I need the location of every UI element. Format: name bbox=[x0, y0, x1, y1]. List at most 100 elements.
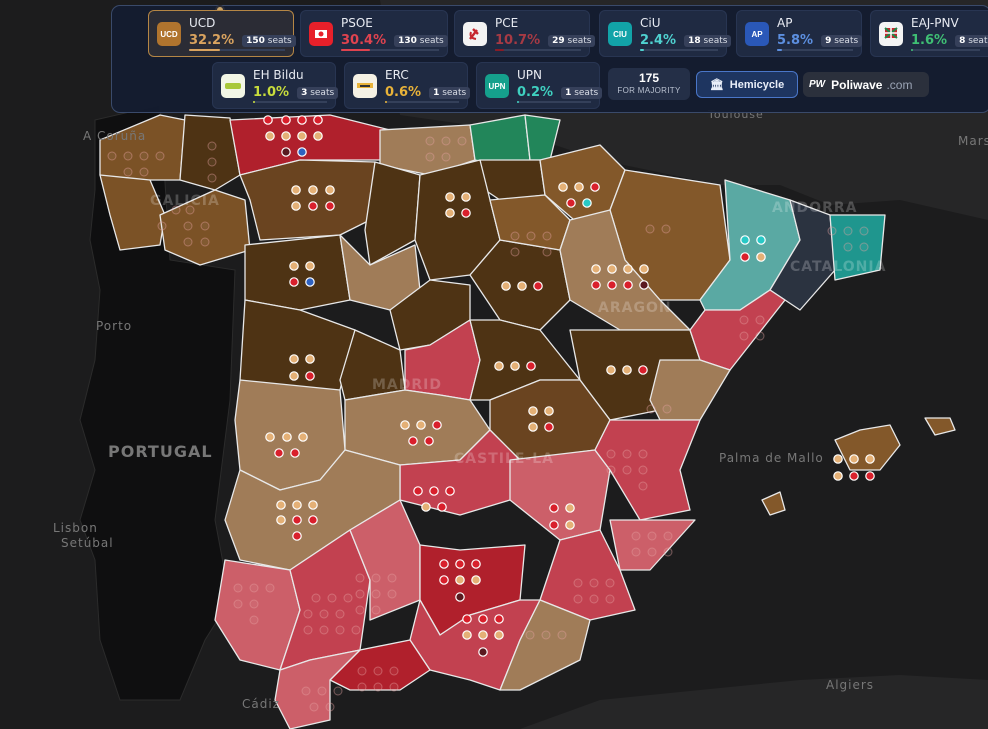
party-chip-upn[interactable]: UPN UPN 0.2% 1 seats bbox=[476, 62, 603, 109]
party-seats-badge: 1 seats bbox=[561, 86, 603, 99]
party-percent: 0.6% bbox=[385, 85, 422, 100]
seat-dot bbox=[289, 261, 299, 271]
province-pontevedra[interactable] bbox=[99, 174, 166, 251]
province-cadiz[interactable] bbox=[274, 649, 361, 729]
seat-dot bbox=[276, 500, 286, 510]
party-chip-ciu[interactable]: CIU CiU 2.4% 18 seats bbox=[599, 10, 732, 57]
seat-dot-faint bbox=[441, 152, 451, 162]
party-percent: 2.4% bbox=[640, 33, 677, 48]
seat-dot bbox=[528, 406, 538, 416]
seat-dot-faint bbox=[249, 599, 259, 609]
party-name: ERC bbox=[385, 68, 409, 82]
majority-label: FOR MAJORITY bbox=[617, 86, 681, 95]
vote-share-bar bbox=[253, 101, 255, 103]
label-setubal: Setúbal bbox=[61, 536, 114, 550]
province-valencia[interactable] bbox=[594, 419, 701, 521]
seat-dot bbox=[740, 235, 750, 245]
label-cadiz: Cádiz bbox=[242, 697, 280, 711]
label-galicia: GALICIA bbox=[150, 193, 220, 209]
ap-logo-text: AP bbox=[751, 29, 763, 39]
seat-dot-faint bbox=[355, 573, 365, 583]
province-girona[interactable] bbox=[829, 214, 886, 281]
seat-dot bbox=[413, 486, 423, 496]
seat-dot-faint bbox=[589, 594, 599, 604]
seat-dot-faint bbox=[859, 242, 869, 252]
vote-share-bar bbox=[640, 49, 644, 51]
label-a-coruna: A Coruña bbox=[83, 129, 146, 143]
seat-dot-faint bbox=[573, 594, 583, 604]
party-chip-eaj-pnv[interactable]: EAJ-PNV 1.6% 8 seats bbox=[870, 10, 988, 57]
seat-dot bbox=[478, 647, 488, 657]
seat-dot-faint bbox=[233, 583, 243, 593]
poliwave-link[interactable]: PW Poliwave .com bbox=[803, 72, 929, 97]
seat-dot-faint bbox=[541, 630, 551, 640]
vote-share-track bbox=[911, 49, 980, 51]
seat-dot bbox=[282, 432, 292, 442]
seat-dot-faint bbox=[425, 136, 435, 146]
seat-dot-faint bbox=[645, 224, 655, 234]
seat-dot bbox=[544, 422, 554, 432]
seat-dot-faint bbox=[373, 682, 383, 692]
seat-dot-faint bbox=[183, 237, 193, 247]
province-palencia[interactable] bbox=[364, 161, 421, 266]
seat-dot bbox=[292, 500, 302, 510]
seat-dot bbox=[308, 515, 318, 525]
seat-dot bbox=[445, 486, 455, 496]
province-tarragona[interactable] bbox=[689, 289, 786, 371]
seat-dot bbox=[455, 592, 465, 602]
seat-dot bbox=[591, 264, 601, 274]
seat-dot-faint bbox=[605, 594, 615, 604]
ciu-logo-icon: CIU bbox=[608, 22, 632, 46]
party-chip-eh-bildu[interactable]: EH Bildu 1.0% 3 seats bbox=[212, 62, 339, 109]
province-baleares-menorca[interactable] bbox=[924, 417, 956, 436]
party-name: CiU bbox=[640, 16, 661, 30]
hemicycle-button[interactable]: 🏛 Hemicycle bbox=[696, 71, 798, 98]
seat-dot-faint bbox=[303, 609, 313, 619]
party-seats-badge: 1 seats bbox=[429, 86, 471, 99]
province-leon[interactable] bbox=[239, 159, 376, 241]
party-chip-ucd[interactable]: UCD UCD 32.2% 150 seats bbox=[148, 10, 296, 57]
seat-dot-faint bbox=[303, 625, 313, 635]
seat-dot-faint bbox=[631, 531, 641, 541]
seat-dot-faint bbox=[355, 589, 365, 599]
label-lisbon: Lisbon bbox=[53, 521, 98, 535]
africa-region bbox=[520, 675, 988, 729]
seat-dot-faint bbox=[207, 141, 217, 151]
party-chip-pce[interactable]: PCE 10.7% 29 seats bbox=[454, 10, 596, 57]
seat-dot bbox=[291, 201, 301, 211]
party-chip-erc[interactable]: ERC 0.6% 1 seats bbox=[344, 62, 471, 109]
seat-dot-faint bbox=[207, 157, 217, 167]
seat-dot bbox=[445, 208, 455, 218]
party-name: EAJ-PNV bbox=[911, 16, 959, 30]
seat-count: 18 bbox=[688, 35, 701, 46]
seat-count: 8 bbox=[959, 35, 966, 46]
seat-word: seats bbox=[968, 35, 988, 46]
province-almeria[interactable] bbox=[499, 599, 591, 691]
province-alicante[interactable] bbox=[609, 519, 696, 571]
seat-dot bbox=[416, 420, 426, 430]
seat-word: seats bbox=[310, 87, 335, 98]
party-chip-ap[interactable]: AP AP 5.8% 9 seats bbox=[736, 10, 863, 57]
seat-dot bbox=[607, 264, 617, 274]
label-madrid: MADRID bbox=[372, 377, 442, 393]
party-name: UPN bbox=[517, 68, 542, 82]
province-zamora[interactable] bbox=[244, 234, 351, 311]
poliwave-logo-icon: PW bbox=[809, 79, 826, 90]
province-baleares-ibiza[interactable] bbox=[761, 491, 786, 516]
seat-dot-faint bbox=[510, 247, 520, 257]
seat-dot bbox=[740, 252, 750, 262]
seat-dot bbox=[574, 182, 584, 192]
seat-dot-faint bbox=[457, 136, 467, 146]
seat-dot-faint bbox=[589, 578, 599, 588]
seat-dot-faint bbox=[265, 583, 275, 593]
bildu-icon bbox=[221, 74, 245, 98]
vote-share-track bbox=[640, 49, 718, 51]
seat-dot bbox=[308, 500, 318, 510]
erc-icon bbox=[353, 74, 377, 98]
seat-dot bbox=[528, 422, 538, 432]
seat-dot-faint bbox=[107, 151, 117, 161]
seat-dot bbox=[281, 131, 291, 141]
party-chip-psoe[interactable]: PSOE 30.4% 130 seats bbox=[300, 10, 448, 57]
province-lugo[interactable] bbox=[179, 114, 241, 191]
seat-dot-faint bbox=[755, 315, 765, 325]
